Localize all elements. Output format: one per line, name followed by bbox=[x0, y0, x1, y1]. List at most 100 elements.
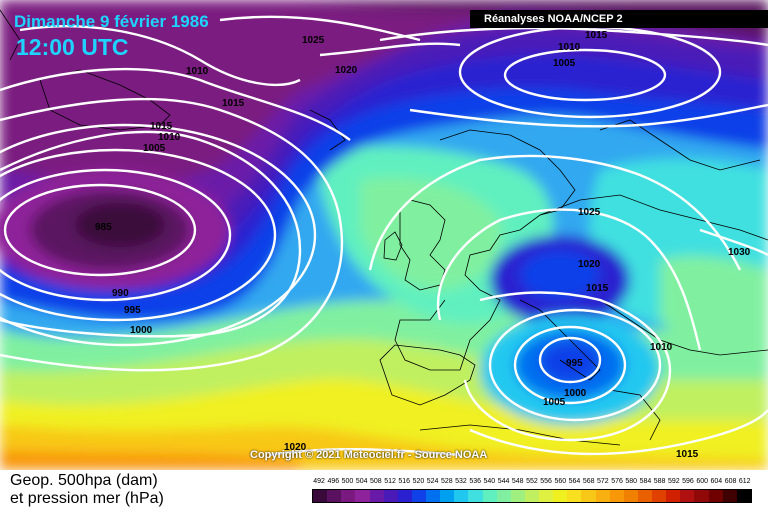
source-label: Réanalyses NOAA/NCEP 2 bbox=[470, 10, 768, 28]
isobar-label: 1015 bbox=[585, 30, 608, 41]
scale-tick-label: 528 bbox=[440, 478, 453, 485]
scale-tick-label: 508 bbox=[370, 478, 382, 485]
scale-tick-label: 548 bbox=[511, 478, 524, 485]
scale-tick-label: 516 bbox=[398, 478, 411, 485]
scale-swatch bbox=[595, 490, 610, 502]
scale-tick-label: 572 bbox=[597, 478, 609, 485]
scale-tick-label: 504 bbox=[355, 478, 368, 485]
scale-swatch bbox=[609, 490, 624, 502]
geopotential-map: 1025 1015 1010 1005 1010 1015 1020 1015 … bbox=[0, 0, 768, 470]
isobar-label: 1010 bbox=[158, 132, 181, 143]
scale-tick-label: 536 bbox=[469, 478, 481, 485]
scale-swatch bbox=[440, 490, 455, 502]
isobar-label: 1015 bbox=[676, 449, 699, 460]
scale-swatch bbox=[411, 490, 426, 502]
scale-tick-label: 524 bbox=[426, 478, 439, 485]
scale-tick-label: 520 bbox=[412, 478, 425, 485]
scale-tick-label: 544 bbox=[497, 478, 510, 485]
color-scale-bar bbox=[312, 489, 752, 503]
scale-tick-label: 540 bbox=[483, 478, 496, 485]
scale-tick-label: 608 bbox=[724, 478, 737, 485]
scale-tick-label: 552 bbox=[526, 478, 538, 485]
scale-tick-label: 596 bbox=[682, 478, 694, 485]
scale-swatch bbox=[652, 490, 667, 502]
scale-swatch bbox=[341, 490, 356, 502]
scale-swatch bbox=[623, 490, 638, 502]
scale-tick-label: 584 bbox=[639, 478, 652, 485]
scale-swatch bbox=[369, 490, 384, 502]
isobar-label: 1020 bbox=[284, 442, 307, 453]
isobar-label: 1030 bbox=[728, 247, 751, 258]
scale-tick-label: 576 bbox=[611, 478, 623, 485]
scale-swatch bbox=[666, 490, 681, 502]
scale-swatch bbox=[736, 490, 751, 502]
isobar-label: 985 bbox=[95, 222, 112, 233]
scale-tick-label: 568 bbox=[582, 478, 595, 485]
copyright-text: Copyright © 2021 Meteociel.fr - Source N… bbox=[250, 449, 488, 461]
scale-tick-label: 588 bbox=[653, 478, 666, 485]
map-date-title: Dimanche 9 février 1986 bbox=[14, 12, 209, 31]
scale-swatch bbox=[694, 490, 709, 502]
isobar-label: 1005 bbox=[543, 397, 566, 408]
scale-swatch bbox=[496, 490, 511, 502]
scale-swatch bbox=[637, 490, 652, 502]
scale-tick-label: 492 bbox=[313, 478, 325, 485]
scale-swatch bbox=[454, 490, 469, 502]
scale-swatch bbox=[327, 490, 342, 502]
isobar-label: 1015 bbox=[586, 283, 609, 294]
scale-tick-label: 564 bbox=[568, 478, 581, 485]
scale-swatch bbox=[426, 490, 441, 502]
scale-tick-label: 500 bbox=[341, 478, 354, 485]
scale-swatch bbox=[313, 490, 328, 502]
scale-swatch bbox=[355, 490, 370, 502]
isobar-label: 1020 bbox=[335, 65, 358, 76]
scale-swatch bbox=[680, 490, 695, 502]
isobar-label: 1010 bbox=[650, 342, 673, 353]
scale-tick-label: 604 bbox=[710, 478, 723, 485]
isobar-label: 1005 bbox=[553, 58, 576, 69]
scale-tick-label: 600 bbox=[696, 478, 708, 485]
legend-title-pressure: et pression mer (hPa) bbox=[10, 490, 164, 507]
scale-tick-label: 560 bbox=[554, 478, 567, 485]
isobar-label: 1010 bbox=[186, 66, 209, 77]
isobar-label: 990 bbox=[112, 288, 129, 299]
isobar-label: 1000 bbox=[130, 325, 153, 336]
scale-swatch bbox=[553, 490, 568, 502]
isobar-label: 1025 bbox=[578, 207, 601, 218]
scale-swatch bbox=[722, 490, 737, 502]
color-scale-labels: 492 496 500 504 508 512 516 520 524 528 532 536 540 5… bbox=[312, 478, 752, 489]
isobar-label: 1015 bbox=[150, 121, 173, 132]
map-time-title: 12:00 UTC bbox=[16, 34, 129, 60]
scale-swatch bbox=[524, 490, 539, 502]
scale-swatch bbox=[581, 490, 596, 502]
scale-tick-label: 580 bbox=[625, 478, 638, 485]
scale-tick-label: 612 bbox=[738, 478, 751, 485]
isobars bbox=[0, 15, 768, 457]
scale-swatch bbox=[482, 490, 497, 502]
scale-swatch bbox=[510, 490, 525, 502]
color-scale: 492 496 500 504 508 512 516 520 524 528 532 536 540 5… bbox=[312, 478, 752, 503]
isobar-label: 1005 bbox=[143, 143, 166, 154]
scale-tick-label: 532 bbox=[455, 478, 467, 485]
isobar-labels: 1025 1015 1010 1005 1010 1015 1020 1015 … bbox=[95, 30, 751, 460]
isobar-label: 1015 bbox=[222, 98, 245, 109]
scale-swatch bbox=[383, 490, 398, 502]
legend-title-geopotential: Geop. 500hpa (dam) bbox=[10, 472, 158, 489]
isobar-label: 1020 bbox=[578, 259, 601, 270]
scale-tick-label: 556 bbox=[540, 478, 552, 485]
coastlines bbox=[0, 9, 768, 446]
scale-swatch bbox=[468, 490, 483, 502]
scale-swatch bbox=[708, 490, 723, 502]
map-canvas: 1025 1015 1010 1005 1010 1015 1020 1015 … bbox=[0, 0, 768, 470]
isobar-label: 995 bbox=[566, 358, 583, 369]
isobar-label: 1025 bbox=[302, 35, 325, 46]
scale-swatch bbox=[397, 490, 412, 502]
scale-tick-label: 496 bbox=[327, 478, 340, 485]
scale-tick-label: 512 bbox=[384, 478, 396, 485]
scale-swatch bbox=[567, 490, 582, 502]
scale-tick-label: 592 bbox=[667, 478, 680, 485]
scale-swatch bbox=[539, 490, 554, 502]
isobar-label: 1000 bbox=[564, 388, 587, 399]
isobar-label: 1010 bbox=[558, 42, 581, 53]
